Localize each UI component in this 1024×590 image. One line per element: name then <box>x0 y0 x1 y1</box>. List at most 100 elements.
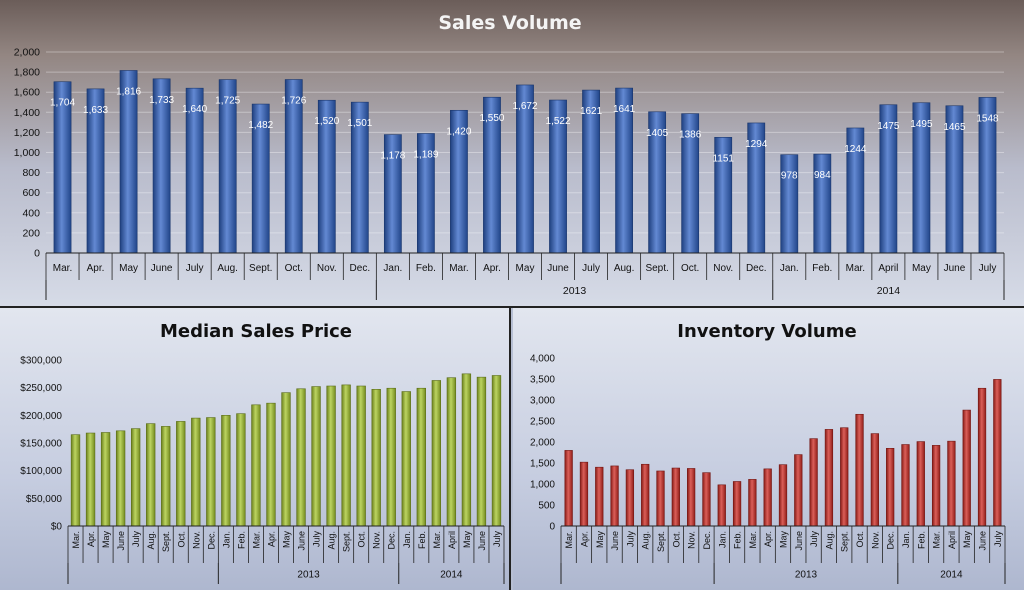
x-tick-label: Mar. <box>53 263 72 274</box>
median-sales-price-chart: Median Sales Price $0 $50,000 $100,000 $150,… <box>20 321 505 584</box>
x-tick-label: Oct. <box>357 531 367 548</box>
x-tick-label: Dec. <box>350 263 371 274</box>
year-group-label: 2014 <box>940 570 963 581</box>
bar <box>236 413 246 527</box>
data-label: 1,482 <box>248 120 273 131</box>
bar <box>100 432 111 527</box>
bar <box>993 379 1002 527</box>
bar <box>732 481 742 527</box>
x-tick-label: Sept. <box>342 531 352 552</box>
data-label: 1495 <box>910 119 933 130</box>
bar <box>371 389 381 527</box>
year-group-label: 2014 <box>440 570 463 581</box>
bar <box>401 391 411 527</box>
x-tick-label: April <box>447 531 457 549</box>
bar <box>947 440 956 527</box>
data-label: 1405 <box>646 128 669 139</box>
x-tick-label: Jan. <box>383 263 402 274</box>
bar <box>146 423 156 527</box>
x-tick-label: April <box>947 531 957 549</box>
x-tick-label: Mar. <box>432 531 442 549</box>
x-tick-label: Nov. <box>713 263 733 274</box>
x-tick-label: June <box>944 263 966 274</box>
x-tick-label: Sept. <box>161 531 171 552</box>
x-tick-label: Oct. <box>671 531 681 548</box>
data-label: 1,672 <box>512 101 537 112</box>
y-tick-label: 1,200 <box>14 127 40 139</box>
x-tick-label: July <box>625 531 635 548</box>
y-tick-label: 1,400 <box>14 107 40 119</box>
x-tick-label: Oct. <box>176 531 186 548</box>
bar <box>794 454 803 527</box>
data-label: 1,178 <box>380 151 405 162</box>
x-tick-label: Sept. <box>656 531 666 552</box>
bar <box>780 154 799 254</box>
bar <box>702 472 711 527</box>
bar <box>931 445 941 527</box>
x-tick-label: Mar. <box>449 263 468 274</box>
bar <box>115 430 126 527</box>
bar <box>610 465 619 527</box>
year-group-label: 2013 <box>795 570 818 581</box>
x-tick-label: Oct. <box>855 531 865 548</box>
x-tick-label: July <box>492 531 502 548</box>
bar <box>356 385 366 527</box>
data-label: 1475 <box>877 121 900 132</box>
y-tick-label: $300,000 <box>20 356 62 367</box>
x-tick-label: Mar. <box>251 531 261 549</box>
bar <box>206 417 216 527</box>
bar <box>595 466 604 527</box>
median-sales-price-panel: Median Sales Price $0 $50,000 $100,000 $150,… <box>0 308 511 590</box>
bar <box>70 434 81 527</box>
x-tick-label: Apr. <box>86 531 96 547</box>
x-tick-label: Feb. <box>733 531 743 549</box>
x-tick-label: June <box>297 531 307 551</box>
x-tick-label: Oct. <box>681 263 699 274</box>
data-label: 1151 <box>712 153 734 164</box>
data-label: 1,725 <box>215 96 240 107</box>
data-label: 1,189 <box>413 150 438 161</box>
x-tick-label: Nov. <box>317 263 337 274</box>
data-label: 1,733 <box>149 95 174 106</box>
x-tick-label: Feb. <box>417 531 427 549</box>
bar <box>251 404 261 527</box>
inventory-volume-chart: Inventory Volume 0 500 1,000 1,500 2,000 2,500… <box>530 321 1006 584</box>
y-tick-label: 1,800 <box>14 67 40 79</box>
x-tick-label: Nov. <box>191 531 201 549</box>
data-label: 1465 <box>943 122 966 133</box>
bar <box>266 402 276 527</box>
x-tick-label: July <box>979 263 997 274</box>
bar <box>130 428 141 527</box>
y-tick-label: $100,000 <box>20 466 62 477</box>
bar <box>717 484 726 527</box>
x-tick-label: May <box>595 531 605 549</box>
bar <box>119 70 138 254</box>
x-tick-label: May <box>912 263 931 274</box>
y-tick-label: 400 <box>22 207 40 219</box>
sales-volume-panel: Sales Volume 0 200 400 600 800 1,000 1,200 1,400… <box>0 0 1024 308</box>
x-tick-label: Jan. <box>717 531 727 548</box>
data-label: 1641 <box>613 104 636 115</box>
bar <box>748 479 757 527</box>
x-tick-label: Jan. <box>402 531 412 548</box>
x-tick-label: Feb. <box>236 531 246 549</box>
x-tick-label: Feb. <box>916 531 926 549</box>
bar <box>386 387 396 527</box>
bar <box>855 413 864 527</box>
data-label: 1,633 <box>83 105 108 116</box>
y-tick-label: 600 <box>22 187 40 199</box>
y-tick-label: $200,000 <box>20 411 62 422</box>
bar <box>870 433 879 527</box>
x-tick-label: July <box>312 531 322 548</box>
bar <box>977 387 987 527</box>
x-tick-label: Jan. <box>901 531 911 548</box>
y-tick-label: 0 <box>34 248 40 260</box>
x-tick-label: July <box>993 531 1003 548</box>
bar <box>446 377 457 527</box>
x-tick-label: Mar. <box>71 531 81 549</box>
x-tick-label: June <box>151 263 173 274</box>
y-tick-label: $50,000 <box>26 494 63 505</box>
x-tick-label: Mar. <box>846 263 865 274</box>
bar <box>886 448 895 527</box>
y-tick-label: 3,000 <box>530 396 555 407</box>
